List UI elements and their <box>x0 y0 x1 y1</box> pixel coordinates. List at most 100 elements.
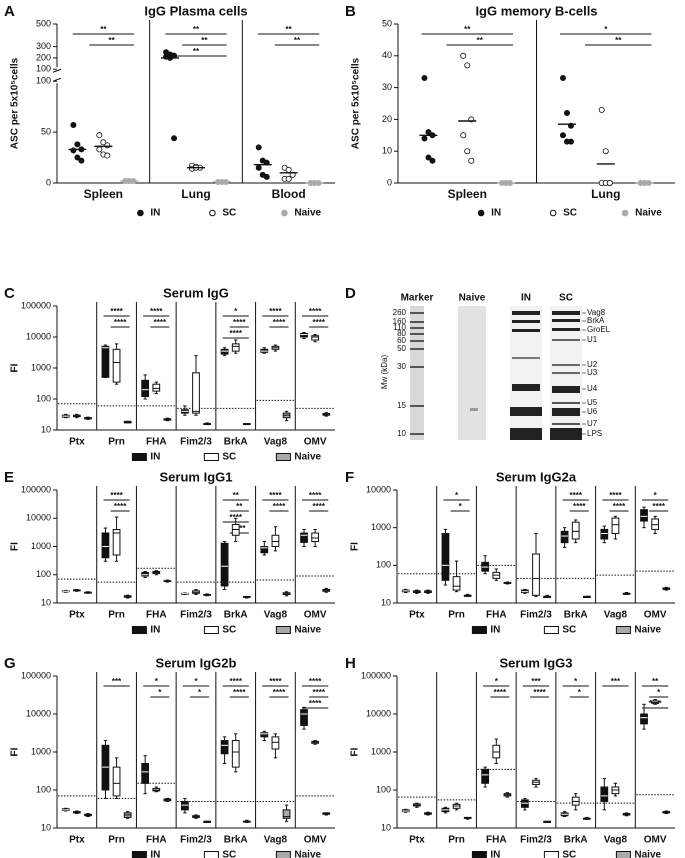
significance-label: * <box>578 688 582 697</box>
significance-label: ** <box>477 36 484 45</box>
significance-label: **** <box>273 318 286 327</box>
significance-label: **** <box>312 318 325 327</box>
legend-marker <box>615 851 631 858</box>
band-label: U7 <box>587 419 598 428</box>
band-label: U2 <box>587 360 598 369</box>
data-point <box>285 175 292 182</box>
x-tick-label: Ptx <box>409 835 425 846</box>
sc-bands <box>550 311 582 440</box>
legend-label: Naive <box>634 850 661 858</box>
box <box>220 348 229 355</box>
panel-letter: A <box>4 3 15 20</box>
x-tick-label: OMV <box>304 835 327 846</box>
box <box>640 713 648 725</box>
lane-label: Marker <box>401 293 434 304</box>
data-point <box>464 148 471 155</box>
marker-label: 15 <box>397 401 406 410</box>
box <box>152 383 161 392</box>
data-point <box>74 154 81 161</box>
y-tick-label: 1000 <box>31 541 51 551</box>
significance-label: **** <box>569 491 582 500</box>
significance-label: ** <box>193 47 200 56</box>
panel-letter: E <box>4 469 14 486</box>
chart-title: IgG memory B-cells <box>475 3 597 18</box>
box <box>101 345 110 378</box>
box <box>112 528 121 556</box>
y-tick-label: 50 <box>382 18 392 28</box>
x-tick-label: OMV <box>304 610 327 621</box>
significance-label: * <box>234 307 238 316</box>
significance-label: ** <box>652 677 659 686</box>
y-tick-label: 500 <box>36 18 51 28</box>
box <box>560 530 569 544</box>
x-tick-label: Ptx <box>409 610 425 621</box>
significance-label: **** <box>309 307 322 316</box>
x-tick-label: Vag8 <box>604 835 628 846</box>
significance-label: **** <box>573 502 586 511</box>
box <box>600 786 609 802</box>
data-point <box>96 132 103 139</box>
legend-label: SC <box>222 208 236 219</box>
data-point <box>255 144 262 151</box>
band-label: U6 <box>587 407 598 416</box>
data-point <box>559 132 566 139</box>
data-point <box>285 166 292 173</box>
data-point <box>104 152 111 159</box>
y-tick-label: 10 <box>41 822 51 832</box>
x-tick-label: Lung <box>181 187 210 201</box>
significance-label: * <box>155 677 159 686</box>
data-point <box>70 121 77 128</box>
significance-label: **** <box>312 502 325 511</box>
significance-label: ** <box>236 502 243 511</box>
significance-label: **** <box>652 502 665 511</box>
y-tick-label: 0 <box>46 177 51 187</box>
significance-label: **** <box>110 307 123 316</box>
gel-image <box>410 306 582 440</box>
significance-label: * <box>459 502 463 511</box>
y-tick-label: 100000 <box>21 484 51 494</box>
box <box>271 736 280 750</box>
band-label: LPS <box>587 429 602 438</box>
significance-label: **** <box>613 502 626 511</box>
legend-label: Naive <box>294 625 321 636</box>
box <box>452 576 461 591</box>
axis-break <box>52 68 62 73</box>
y-tick-label: 10000 <box>26 331 51 341</box>
y-axis-label: Mw (kDa) <box>380 355 389 390</box>
significance-label: **** <box>269 677 282 686</box>
y-tick-label: 0 <box>387 177 392 187</box>
significance-label: **** <box>309 699 322 708</box>
marker-label: 50 <box>397 344 406 353</box>
legend-label: IN <box>150 850 160 858</box>
legend-label: IN <box>150 452 160 463</box>
data-point <box>429 157 436 164</box>
legend-label: Naive <box>634 625 661 636</box>
data-point <box>464 62 471 69</box>
panel-letter: F <box>345 469 354 486</box>
marker-label: 30 <box>397 362 406 371</box>
x-tick-label: Vag8 <box>604 610 628 621</box>
y-tick-label: 100 <box>376 560 391 570</box>
significance-label: **** <box>233 688 246 697</box>
data-point <box>104 142 111 149</box>
legend-label: SC <box>222 625 236 636</box>
marker-label: 110 <box>393 323 406 332</box>
legend-marker <box>203 453 219 461</box>
legend-label: IN <box>490 625 500 636</box>
y-tick-label: 1000 <box>371 522 391 532</box>
y-tick-label: 10 <box>381 822 391 832</box>
significance-label: ** <box>286 25 293 34</box>
box <box>112 766 121 797</box>
significance-label: **** <box>229 329 242 338</box>
box <box>141 762 150 784</box>
data-point <box>460 132 467 139</box>
box <box>192 372 200 414</box>
x-tick-label: Spleen <box>84 187 123 201</box>
significance-label: **** <box>309 491 322 500</box>
significance-label: ** <box>464 25 471 34</box>
x-tick-label: BrkA <box>224 610 248 621</box>
legend-marker <box>131 453 147 461</box>
significance-label: **** <box>494 688 507 697</box>
box <box>231 343 240 352</box>
box <box>311 532 320 543</box>
